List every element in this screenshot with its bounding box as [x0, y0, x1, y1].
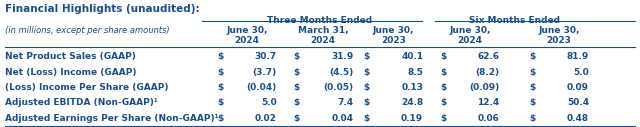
Text: 30.7: 30.7 — [255, 52, 276, 61]
Text: 50.4: 50.4 — [567, 98, 589, 107]
Text: $: $ — [364, 114, 370, 123]
Text: Net (Loss) Income (GAAP): Net (Loss) Income (GAAP) — [4, 68, 136, 77]
Text: $: $ — [529, 83, 536, 92]
Text: Net Product Sales (GAAP): Net Product Sales (GAAP) — [4, 52, 136, 61]
Text: (8.2): (8.2) — [476, 68, 500, 77]
Text: (Loss) Income Per Share (GAAP): (Loss) Income Per Share (GAAP) — [4, 83, 168, 92]
Text: March 31,: March 31, — [298, 26, 348, 35]
Text: $: $ — [293, 52, 300, 61]
Text: $: $ — [440, 52, 446, 61]
Text: (4.5): (4.5) — [329, 68, 353, 77]
Text: $: $ — [293, 68, 300, 77]
Text: 2023: 2023 — [381, 36, 406, 45]
Text: (0.05): (0.05) — [323, 83, 353, 92]
Text: $: $ — [529, 68, 536, 77]
Text: $: $ — [364, 68, 370, 77]
Text: $: $ — [440, 98, 446, 107]
Text: $: $ — [440, 83, 446, 92]
Text: (3.7): (3.7) — [252, 68, 276, 77]
Text: 12.4: 12.4 — [477, 98, 500, 107]
Text: Three Months Ended: Three Months Ended — [268, 16, 372, 25]
Text: 0.06: 0.06 — [478, 114, 500, 123]
Text: 8.5: 8.5 — [407, 68, 423, 77]
Text: 81.9: 81.9 — [566, 52, 589, 61]
Text: $: $ — [364, 83, 370, 92]
Text: 2023: 2023 — [547, 36, 572, 45]
Text: $: $ — [529, 114, 536, 123]
Text: $: $ — [217, 68, 223, 77]
Text: $: $ — [293, 98, 300, 107]
Text: 2024: 2024 — [310, 36, 336, 45]
Text: Financial Highlights (unaudited):: Financial Highlights (unaudited): — [4, 4, 199, 14]
Text: 0.09: 0.09 — [567, 83, 589, 92]
Text: (0.09): (0.09) — [470, 83, 500, 92]
Text: 62.6: 62.6 — [477, 52, 500, 61]
Text: (in millions, except per share amounts): (in millions, except per share amounts) — [4, 26, 169, 35]
Text: $: $ — [293, 83, 300, 92]
Text: 0.19: 0.19 — [401, 114, 423, 123]
Text: 0.48: 0.48 — [567, 114, 589, 123]
Text: $: $ — [217, 98, 223, 107]
Text: 40.1: 40.1 — [401, 52, 423, 61]
Text: (0.04): (0.04) — [246, 83, 276, 92]
Text: $: $ — [217, 52, 223, 61]
Text: 31.9: 31.9 — [331, 52, 353, 61]
Text: 24.8: 24.8 — [401, 98, 423, 107]
Text: 2024: 2024 — [234, 36, 259, 45]
Text: 0.04: 0.04 — [331, 114, 353, 123]
Text: 0.02: 0.02 — [255, 114, 276, 123]
Text: 0.13: 0.13 — [401, 83, 423, 92]
Text: $: $ — [529, 98, 536, 107]
Text: 5.0: 5.0 — [261, 98, 276, 107]
Text: Adjusted EBITDA (Non-GAAP)¹: Adjusted EBITDA (Non-GAAP)¹ — [4, 98, 157, 107]
Text: $: $ — [217, 114, 223, 123]
Text: June 30,: June 30, — [226, 26, 268, 35]
Text: $: $ — [364, 52, 370, 61]
Text: $: $ — [440, 68, 446, 77]
Text: $: $ — [293, 114, 300, 123]
Text: $: $ — [529, 52, 536, 61]
Text: June 30,: June 30, — [449, 26, 490, 35]
Text: 7.4: 7.4 — [337, 98, 353, 107]
Text: Adjusted Earnings Per Share (Non-GAAP)¹: Adjusted Earnings Per Share (Non-GAAP)¹ — [4, 114, 218, 123]
Text: Six Months Ended: Six Months Ended — [469, 16, 560, 25]
Text: June 30,: June 30, — [538, 26, 580, 35]
Text: $: $ — [217, 83, 223, 92]
Text: 5.0: 5.0 — [573, 68, 589, 77]
Text: $: $ — [440, 114, 446, 123]
Text: $: $ — [364, 98, 370, 107]
Text: 2024: 2024 — [457, 36, 483, 45]
Text: June 30,: June 30, — [372, 26, 414, 35]
